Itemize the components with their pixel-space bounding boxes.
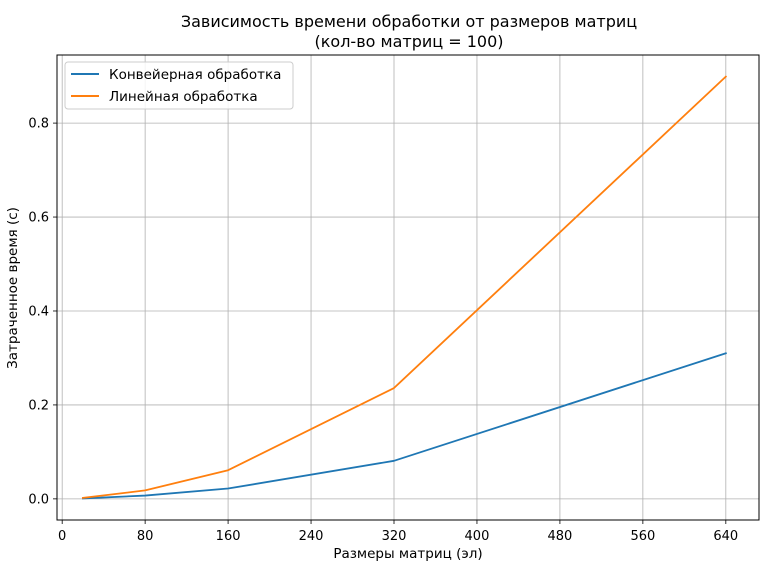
x-tick-label: 560 — [630, 529, 655, 544]
y-tick-label: 0.4 — [28, 304, 49, 319]
series-line-linear — [81, 75, 728, 499]
legend-label-linear: Линейная обработка — [109, 89, 258, 105]
y-tick-label: 0.6 — [28, 211, 49, 226]
y-tick-label: 0.0 — [28, 492, 49, 507]
x-tick-label: 480 — [547, 529, 572, 544]
chart-subtitle: (кол-во матриц = 100) — [315, 32, 504, 51]
x-axis-label: Размеры матриц (эл) — [333, 546, 482, 562]
x-tick-label: 0 — [58, 529, 66, 544]
series-line-pipeline — [81, 352, 727, 500]
grid — [57, 55, 759, 520]
x-tick-label: 240 — [299, 529, 324, 544]
legend: Конвейерная обработка Линейная обработка — [64, 61, 294, 110]
legend-label-pipeline: Конвейерная обработка — [109, 67, 281, 83]
legend-box — [64, 61, 294, 110]
x-tick-label: 160 — [216, 529, 241, 544]
plot-frame — [56, 54, 760, 521]
x-tick-label: 640 — [713, 529, 738, 544]
x-tick-label: 80 — [137, 529, 154, 544]
series-lines — [81, 75, 728, 500]
x-tick-label: 400 — [465, 529, 490, 544]
y-tick-label: 0.8 — [28, 117, 49, 132]
x-tick-label: 320 — [382, 529, 407, 544]
ticks: 0 80 160 240 320 400 480 560 640 0.0 0.2 0.4 0.6 0.8 — [28, 117, 738, 544]
y-axis-label: Затраченное время (с) — [5, 207, 21, 369]
chart-title: Зависимость времени обработки от размеро… — [181, 12, 637, 31]
y-tick-label: 0.2 — [28, 398, 49, 413]
